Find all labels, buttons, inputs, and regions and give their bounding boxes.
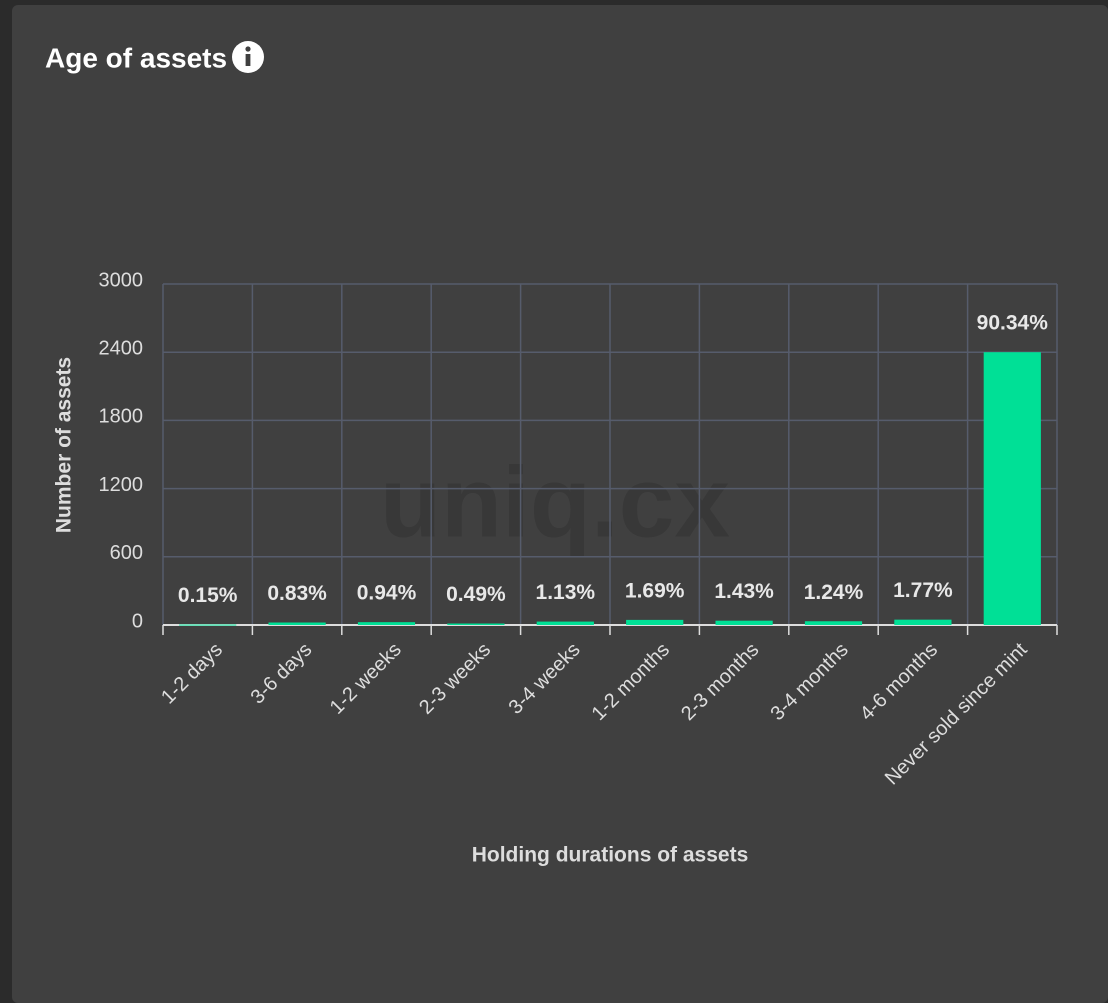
value-label: 1.77% bbox=[893, 579, 953, 602]
bar bbox=[983, 352, 1041, 625]
bar bbox=[179, 624, 237, 626]
value-label: 0.94% bbox=[357, 582, 417, 605]
card bbox=[12, 5, 1108, 1003]
bar bbox=[268, 622, 326, 625]
y-axis-label: Number of assets bbox=[53, 357, 76, 533]
value-label: 1.69% bbox=[625, 579, 685, 602]
value-label: 0.83% bbox=[267, 582, 327, 605]
y-tick-label: 1800 bbox=[99, 406, 144, 428]
y-tick-label: 1200 bbox=[99, 474, 144, 496]
bar bbox=[447, 623, 505, 625]
y-tick-label: 0 bbox=[132, 610, 143, 632]
bar bbox=[357, 622, 416, 625]
bar bbox=[715, 620, 773, 625]
info-icon[interactable] bbox=[232, 41, 264, 73]
x-axis-label: Holding durations of assets bbox=[472, 844, 749, 867]
card-title: Age of assets bbox=[45, 42, 227, 73]
y-tick-label: 3000 bbox=[99, 269, 144, 291]
watermark: uniq.cx bbox=[380, 446, 730, 558]
bar bbox=[536, 621, 594, 625]
bar bbox=[894, 619, 952, 625]
y-tick-label: 600 bbox=[110, 542, 143, 564]
value-label: 0.15% bbox=[178, 584, 238, 607]
value-label: 1.24% bbox=[804, 581, 864, 604]
y-tick-label: 2400 bbox=[99, 337, 144, 359]
value-label: 1.43% bbox=[714, 580, 774, 603]
bar bbox=[804, 621, 863, 625]
bar bbox=[626, 619, 684, 625]
value-label: 90.34% bbox=[977, 312, 1049, 335]
value-label: 0.49% bbox=[446, 583, 506, 606]
value-label: 1.13% bbox=[536, 581, 596, 604]
